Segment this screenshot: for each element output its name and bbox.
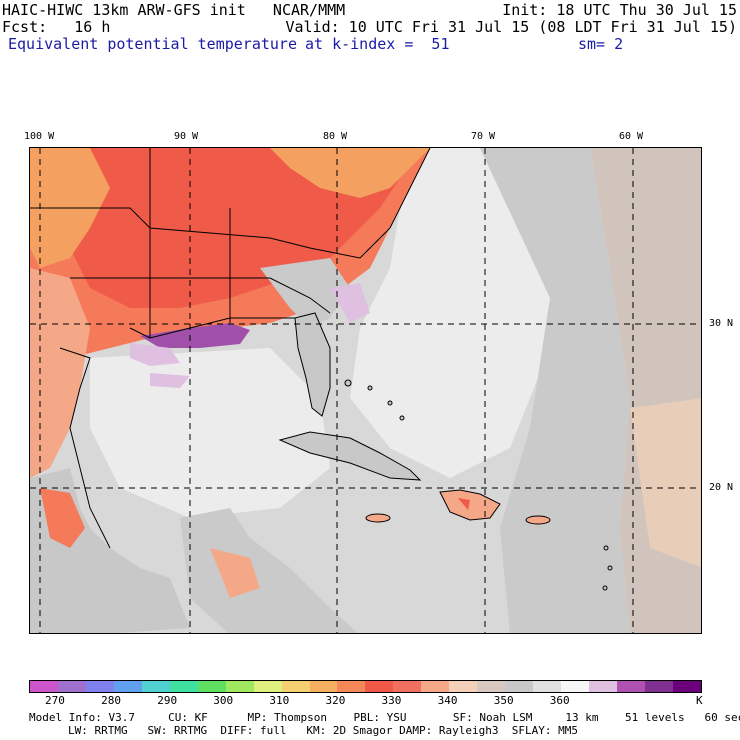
color-swatch — [505, 681, 534, 692]
unit-label: K — [696, 694, 703, 707]
smoothing: sm= 2 — [578, 35, 624, 53]
model-title: HAIC-HIWC 13km ARW-GFS init NCAR/MMM — [2, 1, 346, 19]
colorbar-tick-label: 350 — [493, 694, 514, 707]
theta-e-map — [29, 147, 702, 634]
color-swatch — [113, 681, 142, 692]
color-swatch — [197, 681, 226, 692]
level-index: at k-index = 51 — [305, 35, 450, 53]
colorbar-tick-label: 300 — [213, 694, 234, 707]
lon-label-70w: 70 W — [471, 131, 496, 142]
color-swatch — [281, 681, 310, 692]
valid-time: Valid: 10 UTC Fri 31 Jul 15 (08 LDT Fri … — [285, 18, 737, 36]
color-swatch — [589, 681, 618, 692]
color-swatch — [141, 681, 170, 692]
lon-label-60w: 60 W — [619, 131, 644, 142]
lat-label-30n: 30 N — [709, 318, 734, 329]
lat-label-20n: 20 N — [709, 482, 734, 493]
colorbar-tick-label: 270 — [45, 694, 65, 707]
init-time: Init: 18 UTC Thu 30 Jul 15 — [502, 1, 737, 19]
color-swatch — [393, 681, 422, 692]
color-swatch — [644, 681, 673, 692]
colorbar-tick-label: 290 — [157, 694, 178, 707]
color-swatch — [672, 681, 701, 692]
colorbar-tick-label: 310 — [269, 694, 290, 707]
color-swatch — [421, 681, 450, 692]
field-name: Equivalent potential temperature — [8, 35, 297, 53]
color-swatch — [337, 681, 366, 692]
colorbar-tick-label: 340 — [437, 694, 458, 707]
lon-label-80w: 80 W — [323, 131, 348, 142]
colorbar-tick-label: 320 — [325, 694, 346, 707]
lon-label-90w: 90 W — [174, 131, 199, 142]
color-swatch — [225, 681, 254, 692]
color-scale-bar — [29, 680, 702, 693]
model-info-line1: Model Info: V3.7 CU: KF MP: Thompson PBL… — [29, 711, 740, 724]
color-swatch — [365, 681, 394, 692]
color-swatch — [57, 681, 86, 692]
color-swatch — [477, 681, 506, 692]
forecast-hour: Fcst: 16 h — [2, 18, 111, 36]
color-swatch — [30, 681, 58, 692]
lon-label-100w: 100 W — [24, 131, 55, 142]
color-swatch — [617, 681, 645, 692]
color-swatch — [533, 681, 562, 692]
colorbar-tick-label: 360 — [549, 694, 570, 707]
color-swatch — [85, 681, 114, 692]
color-swatch — [169, 681, 198, 692]
model-info-line2: LW: RRTMG SW: RRTMG DIFF: full KM: 2D Sm… — [68, 724, 578, 737]
color-swatch — [253, 681, 282, 692]
color-swatch — [449, 681, 478, 692]
colorbar-tick-label: 330 — [381, 694, 402, 707]
color-swatch — [561, 681, 590, 692]
color-swatch — [309, 681, 338, 692]
colorbar-tick-label: 280 — [101, 694, 121, 707]
